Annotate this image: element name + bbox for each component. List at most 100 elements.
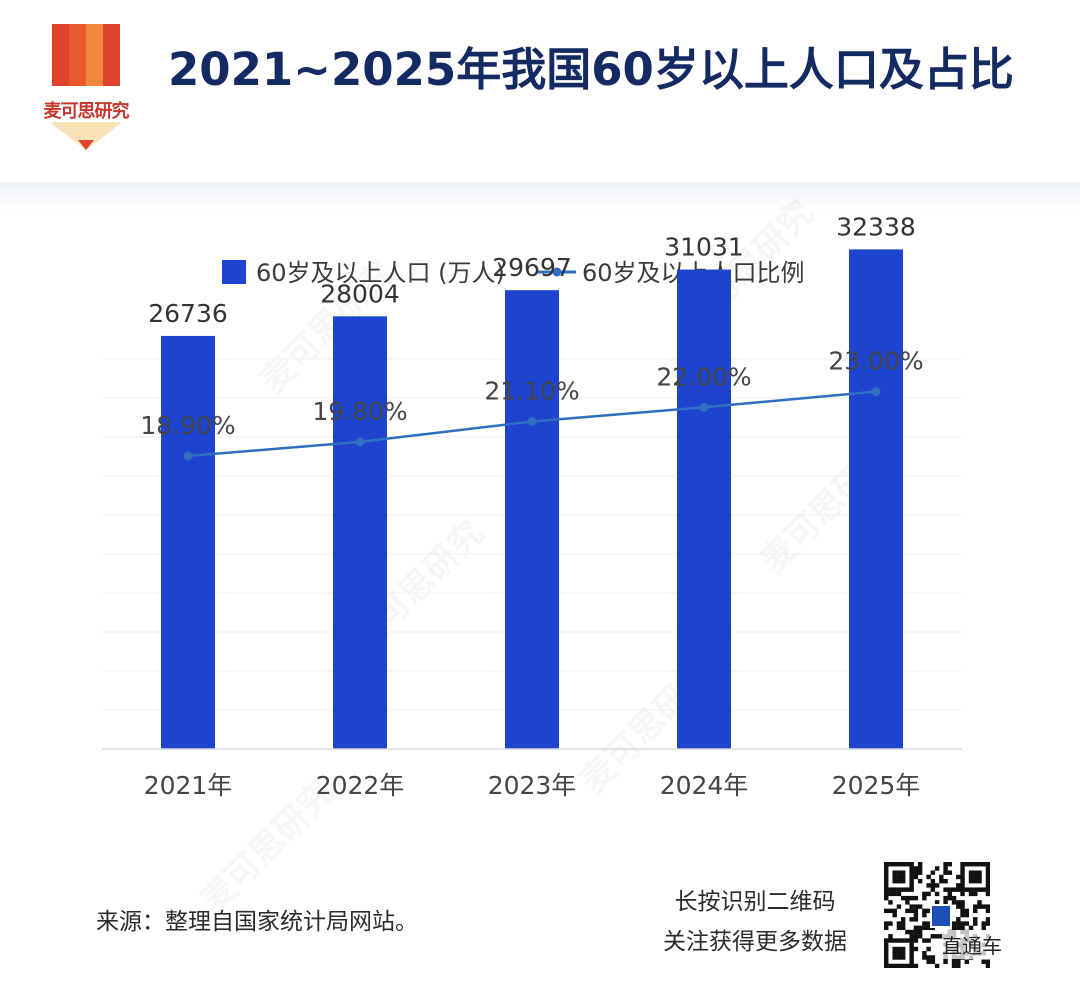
qr-caption-line: 关注获得更多数据 xyxy=(663,929,847,955)
qr-module xyxy=(913,870,919,875)
qr-module xyxy=(973,891,978,897)
qr-module xyxy=(926,925,931,931)
corner-badge: 直通车 xyxy=(942,930,1002,959)
qr-module xyxy=(896,955,902,960)
qr-module xyxy=(973,908,978,914)
qr-module xyxy=(900,951,906,956)
qr-module xyxy=(909,929,914,935)
qr-module xyxy=(956,874,961,880)
qr-module xyxy=(985,891,990,897)
ratio-value-label: 19.80% xyxy=(312,397,407,426)
qr-module xyxy=(905,908,910,914)
qr-module xyxy=(951,921,957,926)
qr-module xyxy=(985,917,990,922)
qr-module xyxy=(930,959,936,964)
qr-module xyxy=(939,878,944,884)
qr-module xyxy=(909,934,914,939)
qr-module xyxy=(956,921,961,926)
qr-module xyxy=(884,963,889,968)
qr-module xyxy=(888,887,893,892)
qr-module xyxy=(892,955,897,960)
qr-module xyxy=(884,921,889,926)
qr-module xyxy=(977,887,982,892)
qr-module xyxy=(909,866,914,871)
qr-module xyxy=(884,955,889,960)
qr-module xyxy=(905,929,910,935)
qr-module xyxy=(900,887,906,892)
ratio-labels: 18.90% 19.80% 21.10% 22.00% 23.00% xyxy=(140,347,923,440)
x-tick-label: 2024年 xyxy=(660,771,749,800)
qr-module xyxy=(913,938,919,943)
qr-module xyxy=(909,951,914,956)
qr-module xyxy=(960,912,965,918)
qr-module xyxy=(968,887,974,892)
qr-module xyxy=(909,862,914,867)
qr-module xyxy=(964,912,969,918)
qr-module xyxy=(900,963,906,968)
qr-module xyxy=(896,946,902,952)
qr-module xyxy=(956,904,961,909)
qr-module xyxy=(900,946,906,952)
bar-2024 xyxy=(677,269,731,749)
qr-module xyxy=(930,870,936,875)
qr-module xyxy=(968,891,974,897)
qr-module xyxy=(913,866,919,871)
qr-module xyxy=(888,891,893,897)
qr-module xyxy=(900,870,906,875)
qr-module xyxy=(947,887,953,892)
qr-module xyxy=(956,963,961,968)
qr-module xyxy=(926,891,931,897)
qr-module xyxy=(956,887,961,892)
qr-module xyxy=(930,955,936,960)
qr-module xyxy=(896,870,902,875)
qr-module xyxy=(956,959,961,964)
qr-module xyxy=(981,925,986,931)
qr-module xyxy=(985,959,990,964)
qr-module xyxy=(905,963,910,968)
qr-module xyxy=(913,925,919,931)
qr-module xyxy=(951,887,957,892)
qr-module xyxy=(892,862,897,867)
qr-module xyxy=(977,878,982,884)
qr-module xyxy=(900,874,906,880)
qr-module xyxy=(943,895,948,901)
qr-module xyxy=(884,942,889,947)
qr-module xyxy=(922,955,927,960)
bar-2022 xyxy=(333,316,387,749)
qr-module xyxy=(905,938,910,943)
qr-module xyxy=(926,883,931,888)
qr-module xyxy=(884,887,889,892)
qr-module xyxy=(913,917,919,922)
qr-module xyxy=(960,921,965,926)
qr-module xyxy=(973,887,978,892)
qr-module xyxy=(896,925,902,931)
qr-module xyxy=(888,921,893,926)
legend-swatch-bar xyxy=(222,260,246,284)
qr-module xyxy=(900,917,906,922)
qr-module xyxy=(917,866,923,871)
qr-module xyxy=(888,862,893,867)
qr-module xyxy=(909,874,914,880)
qr-module xyxy=(985,874,990,880)
qr-module xyxy=(960,908,965,914)
qr-module xyxy=(930,878,936,884)
qr-module xyxy=(934,883,940,888)
qr-module xyxy=(913,963,919,968)
ratio-point xyxy=(527,416,537,426)
qr-module xyxy=(943,900,948,905)
qr-module xyxy=(943,866,948,871)
qr-module xyxy=(951,925,957,931)
qr-module xyxy=(896,963,902,968)
qr-module xyxy=(926,921,931,926)
qr-module xyxy=(973,862,978,867)
qr-module xyxy=(973,917,978,922)
qr-module xyxy=(909,942,914,947)
qr-module xyxy=(909,887,914,892)
qr-module xyxy=(892,938,897,943)
qr-module xyxy=(964,959,969,964)
qr-module xyxy=(956,917,961,922)
ratio-point xyxy=(699,402,709,412)
qr-module xyxy=(922,891,927,897)
qr-module xyxy=(909,870,914,875)
qr-module xyxy=(892,912,897,918)
